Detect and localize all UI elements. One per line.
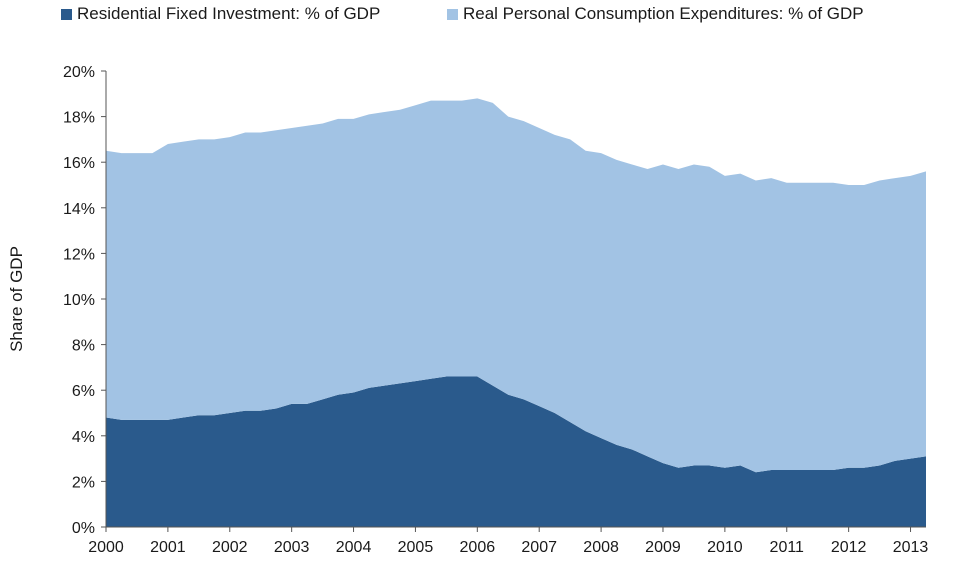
x-axis: 2000 2001 2002 2003 2004 2005 2006 2007 2008 2009… [88,526,929,556]
legend: Residential Fixed Investment: % of GDP R… [0,4,960,30]
x-tick-label: 2010 [707,539,743,556]
legend-item-consumption[interactable]: Real Personal Consumption Expenditures: … [447,4,864,24]
x-tick-label: 2004 [336,539,372,556]
x-tick-label: 2001 [150,539,186,556]
y-tick-label: 20% [63,64,95,81]
x-tick-label: 2012 [831,539,867,556]
x-tick-label: 2002 [212,539,248,556]
x-tick-label: 2013 [893,539,929,556]
y-axis-title: Share of GDP [7,246,26,352]
area-layer [106,98,926,527]
x-tick-label: 2006 [460,539,496,556]
x-tick-label: 2011 [770,539,805,556]
legend-swatch-consumption [447,8,458,20]
legend-swatch-residential [61,8,72,20]
x-tick-label: 2007 [521,539,557,556]
x-tick-label: 2009 [645,539,681,556]
y-tick-label: 18% [63,110,95,127]
y-tick-label: 10% [63,292,95,309]
y-tick-label: 0% [72,520,95,537]
legend-item-residential[interactable]: Residential Fixed Investment: % of GDP [61,4,380,24]
y-tick-label: 4% [72,429,95,446]
legend-label-consumption: Real Personal Consumption Expenditures: … [463,4,864,23]
x-tick-label: 2003 [274,539,310,556]
legend-label-residential: Residential Fixed Investment: % of GDP [77,4,381,23]
y-tick-label: 16% [63,155,95,172]
x-tick-label: 2000 [88,539,124,556]
y-tick-label: 2% [72,474,95,491]
y-tick-label: 6% [72,383,95,400]
y-axis: 0% 2% 4% 6% 8% 10% 12% 14% 16% 18% 20% [63,64,107,537]
x-tick-label: 2005 [398,539,434,556]
y-tick-label: 14% [63,201,95,218]
x-tick-label: 2008 [583,539,619,556]
area-series-residential [106,376,926,527]
area-series-consumption [106,98,926,473]
y-tick-label: 12% [63,246,95,263]
y-tick-label: 8% [72,338,95,355]
